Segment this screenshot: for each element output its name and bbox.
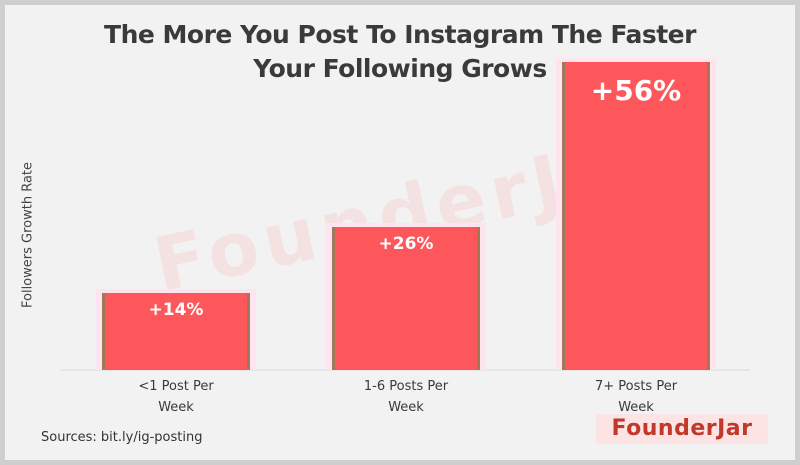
- bar: [335, 227, 477, 370]
- category-tick-label: Week: [618, 400, 654, 415]
- category-tick-label: Week: [388, 400, 424, 415]
- category-tick-label: Week: [158, 400, 194, 415]
- bar-value-label: +56%: [591, 74, 681, 107]
- bar: [105, 293, 247, 370]
- founderjar-logo: FounderJar: [596, 414, 768, 444]
- category-tick-label: 1-6 Posts Per: [364, 379, 449, 394]
- chart-title: The More You Post To Instagram The Faste…: [0, 18, 800, 86]
- bar: [565, 62, 707, 370]
- bar-value-label: +26%: [379, 234, 434, 254]
- chart-title-line-2: Your Following Grows: [253, 54, 547, 83]
- category-tick-label: 7+ Posts Per: [595, 379, 678, 394]
- bar-value-label: +14%: [149, 300, 204, 320]
- category-tick-label: <1 Post Per: [138, 379, 214, 394]
- source-note: Sources: bit.ly/ig-posting: [41, 430, 203, 445]
- chart-title-line-1: The More You Post To Instagram The Faste…: [104, 20, 696, 49]
